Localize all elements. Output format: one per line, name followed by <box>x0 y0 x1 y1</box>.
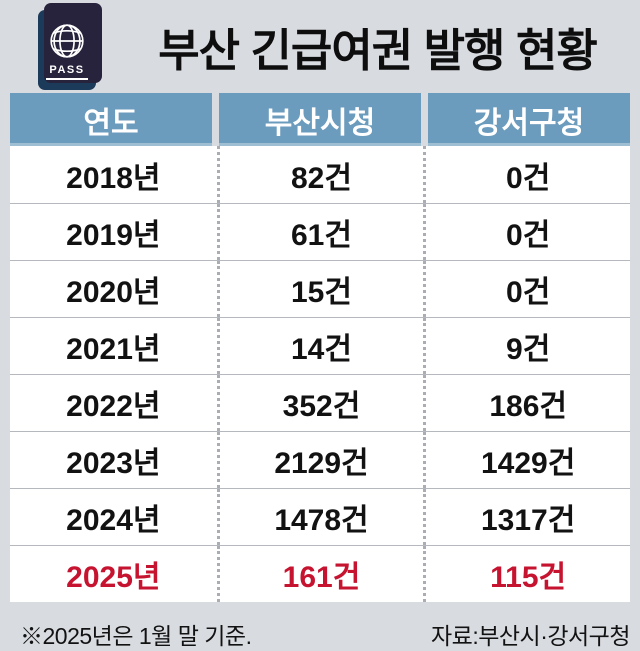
footer: ※2025년은 1월 말 기준. 자료:부산시·강서구청 <box>10 617 631 651</box>
passport-pass-label: PASS <box>46 64 88 80</box>
year-cell: 2018년 <box>66 161 161 195</box>
busan-cell: 14건 <box>216 318 424 374</box>
busan-cell: 352건 <box>216 375 424 431</box>
year-cell: 2024년 <box>66 504 161 537</box>
table-body: 2018년 82건 0건 2019년 61건 0건 2020년 15건 0건 2021년 14건 9건… <box>10 146 630 602</box>
table-row: 2025년 161건 115건 <box>10 545 630 602</box>
table-row: 2019년 61건 0건 <box>10 203 630 260</box>
gangseo-cell: 1317건 <box>423 489 630 545</box>
data-table: 연도 부산시청 강서구청 2018년 82건 0건 2019년 61건 0건 2020년 15… <box>10 93 630 602</box>
busan-cell: 2129건 <box>216 432 424 488</box>
header-cell-busan-city-hall: 부산시청 <box>219 93 421 146</box>
gangseo-cell: 0건 <box>423 146 630 203</box>
gangseo-cell: 0건 <box>423 261 630 317</box>
year-cell: 2025년 <box>66 561 161 594</box>
header-cell-gangseo-district-office: 강서구청 <box>428 93 630 146</box>
table-row: 2021년 14건 9건 <box>10 317 630 374</box>
busan-cell: 1478건 <box>216 489 424 545</box>
gangseo-cell: 115건 <box>423 546 630 602</box>
globe-icon <box>50 23 84 58</box>
passport-icon: PASS <box>38 3 102 90</box>
gangseo-cell: 186건 <box>423 375 630 431</box>
table-row: 2020년 15건 0건 <box>10 260 630 317</box>
busan-cell: 61건 <box>216 204 424 260</box>
gangseo-cell: 1429건 <box>423 432 630 488</box>
year-cell: 2023년 <box>66 447 161 480</box>
year-cell: 2019년 <box>66 219 161 252</box>
busan-cell: 15건 <box>216 261 424 317</box>
busan-cell: 161건 <box>216 546 424 602</box>
table-row: 2023년 2129건 1429건 <box>10 431 630 488</box>
page-title: 부산 긴급여권 발행 현황 <box>158 25 598 76</box>
gangseo-cell: 0건 <box>423 204 630 260</box>
table-row: 2018년 82건 0건 <box>10 146 630 203</box>
footnote: ※2025년은 1월 말 기준. <box>20 623 252 649</box>
busan-cell: 82건 <box>216 146 424 203</box>
table-row: 2022년 352건 186건 <box>10 374 630 431</box>
infographic-header: PASS 부산 긴급여권 발행 현황 <box>0 0 640 93</box>
year-cell: 2020년 <box>66 276 161 309</box>
header-cell-year: 연도 <box>10 93 212 146</box>
table-header-row: 연도 부산시청 강서구청 <box>10 93 630 146</box>
year-cell: 2022년 <box>66 390 161 423</box>
gangseo-cell: 9건 <box>423 318 630 374</box>
table-row: 2024년 1478건 1317건 <box>10 488 630 545</box>
year-cell: 2021년 <box>66 333 161 366</box>
source-label: 자료:부산시·강서구청 <box>431 623 631 649</box>
